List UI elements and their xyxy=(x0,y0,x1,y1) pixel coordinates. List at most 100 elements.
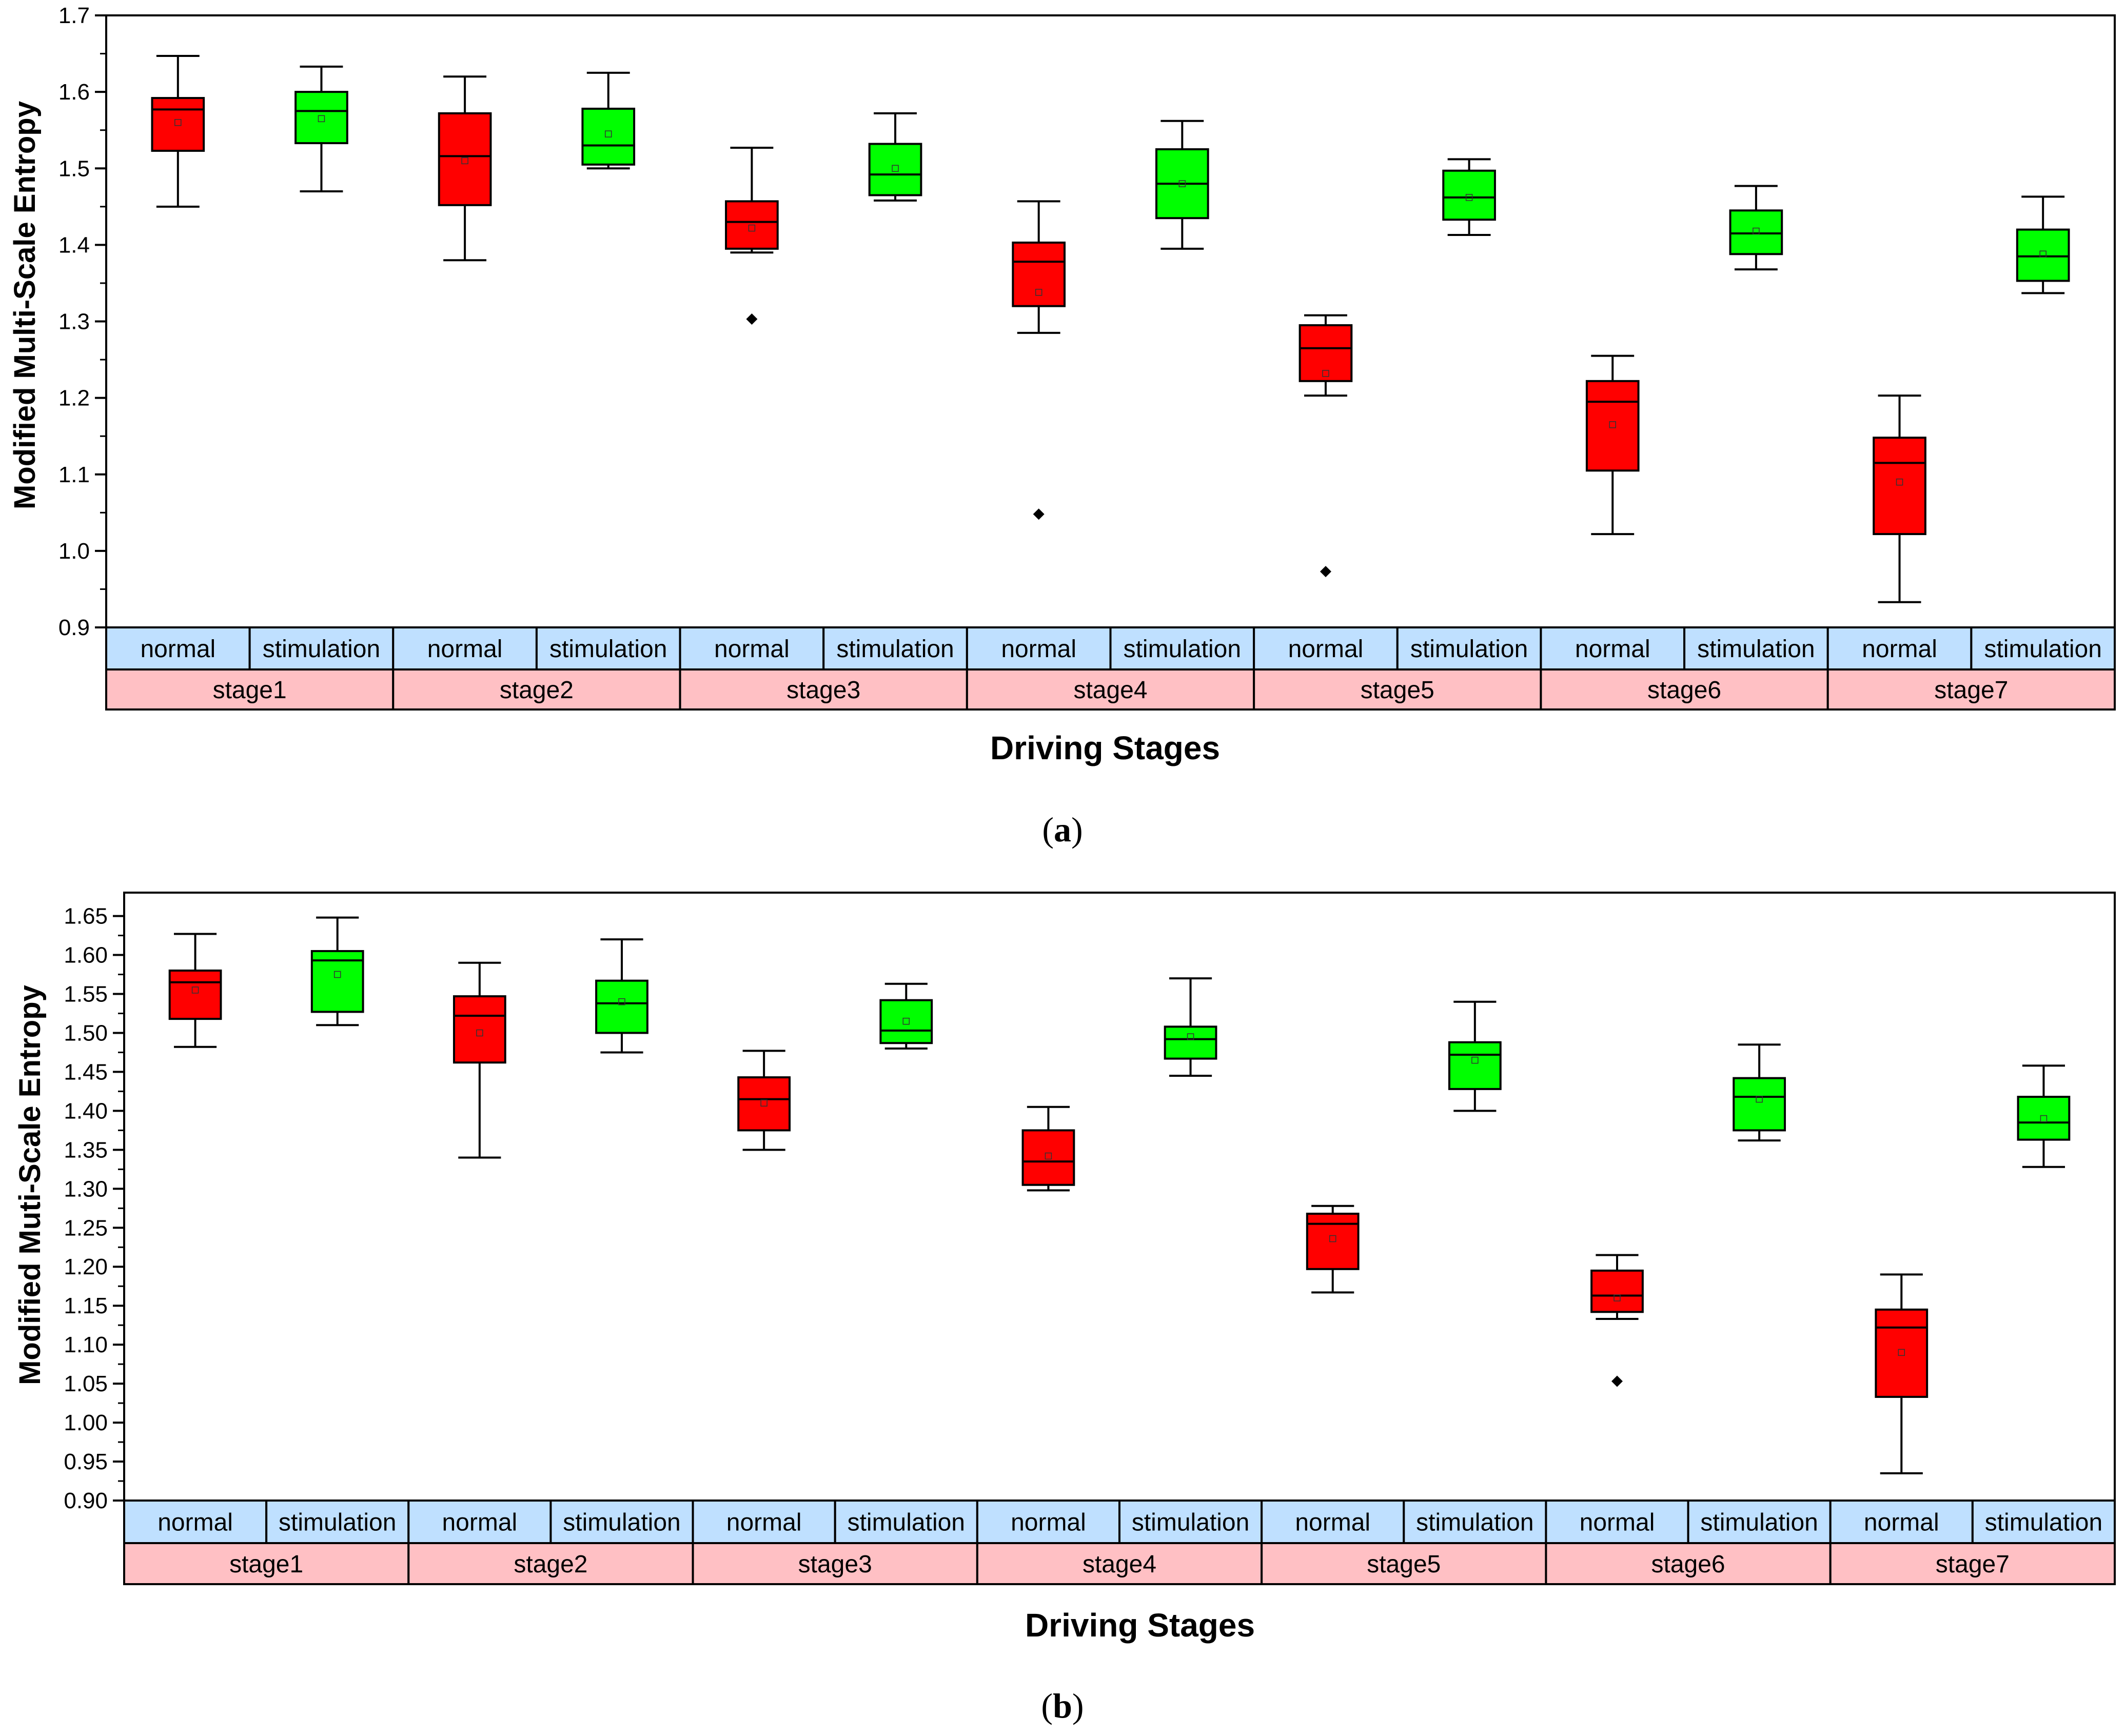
panel-a-group-label-normal: normal xyxy=(427,636,503,663)
panel-b-stage-cell xyxy=(123,1542,410,1585)
panel-b-group-label-normal: normal xyxy=(442,1509,517,1536)
panel-a-stage-cell xyxy=(679,668,968,711)
panel-a-plot-area xyxy=(105,14,2116,628)
panel-b-box-body xyxy=(879,999,933,1044)
panel-b-y-tick-label: 1.30 xyxy=(64,1176,108,1201)
panel-a-stage-cell xyxy=(105,668,395,711)
panel-b-group-label-normal: normal xyxy=(1011,1509,1086,1536)
panel-b-box-stimulation-stage7 xyxy=(2017,1064,2071,1168)
panel-a-caption-letter: a xyxy=(1054,810,1071,849)
panel-b-plot-area xyxy=(123,892,2116,1502)
panel-b-y-tick-label: 0.90 xyxy=(64,1488,108,1513)
panel-b-mean-marker xyxy=(1756,1095,1763,1103)
panel-b-y-tick-label: 0.95 xyxy=(64,1449,108,1474)
panel-a-group-label-stimulation: stimulation xyxy=(1410,636,1528,663)
panel-b-group-label-normal: normal xyxy=(1864,1509,1939,1536)
panel-a-stage-cell xyxy=(1540,668,1829,711)
panel-a-y-tick-label: 1.0 xyxy=(58,539,90,564)
panel-b-box-stimulation-stage5 xyxy=(1448,1000,1502,1112)
panel-b-group-cell xyxy=(549,1500,694,1544)
panel-a-box-body xyxy=(294,91,348,145)
panel-b-box-body xyxy=(1590,1269,1644,1313)
panel-b-box-stimulation-stage4 xyxy=(1164,977,1217,1077)
panel-b-box-body xyxy=(168,969,222,1020)
panel-a-boxes xyxy=(151,55,2070,603)
panel-b-y-tick-label: 1.55 xyxy=(64,982,108,1007)
panel-b: 0.90 0.95 1.00 1.05 1.10 1.15 1.20 1.25 1.30 1.35… xyxy=(13,892,2116,1725)
panel-a-box-stimulation-stage6 xyxy=(1729,185,1783,271)
panel-b-box-normal-stage4 xyxy=(1021,1106,1075,1192)
panel-a-group-label-stimulation: stimulation xyxy=(1124,636,1241,663)
panel-b-box-body xyxy=(1875,1308,1929,1398)
panel-b-box-stimulation-stage3 xyxy=(879,982,933,1050)
panel-a-box-body xyxy=(151,97,205,152)
panel-b-y-tick-label: 1.05 xyxy=(64,1371,108,1396)
panel-a-stage-label-stage4: stage4 xyxy=(1073,677,1147,704)
panel-a-box-stimulation-stage1 xyxy=(294,65,348,192)
panel-b-box-normal-stage1 xyxy=(168,933,222,1048)
panel-a-box-body xyxy=(1442,169,1496,221)
panel-b-y-tick-label: 1.25 xyxy=(64,1215,108,1240)
panel-b-group-label-normal: normal xyxy=(1295,1509,1370,1536)
panel-a-y-tick-label: 1.2 xyxy=(58,386,90,411)
panel-a-group-label-normal: normal xyxy=(1862,636,1937,663)
panel-a-box-stimulation-stage2 xyxy=(581,71,636,170)
panel-a-group-cell xyxy=(535,626,681,670)
panel-b-stage-label-stage3: stage3 xyxy=(798,1551,872,1578)
panel-b-mean-marker xyxy=(1614,1294,1621,1301)
panel-a-stage-cell xyxy=(1253,668,1542,711)
panel-a-group-label-stimulation: stimulation xyxy=(549,636,667,663)
panel-b-stage-label-stage2: stage2 xyxy=(514,1551,587,1578)
panel-b-group-label-stimulation: stimulation xyxy=(1416,1509,1533,1536)
panel-a-outlier-point xyxy=(1320,566,1331,578)
panel-b-stage-label-stage5: stage5 xyxy=(1367,1551,1441,1578)
panel-a-group-cell xyxy=(1826,626,1973,670)
panel-b-mean-marker xyxy=(191,987,199,994)
panel-b-x-axis-title: Driving Stages xyxy=(1025,1607,1255,1644)
panel-a-box-body xyxy=(1298,324,1353,382)
panel-b-mean-marker xyxy=(760,1099,768,1107)
panel-a-caption-open: ( xyxy=(1042,810,1054,849)
panel-a-group-cell xyxy=(1109,626,1255,670)
panel-a-y-tick-label: 1.3 xyxy=(58,309,90,334)
panel-a-mean-marker xyxy=(1322,370,1329,377)
panel-b-mean-marker xyxy=(1045,1152,1052,1160)
panel-a-group-cell xyxy=(1540,626,1686,670)
panel-b-mean-marker xyxy=(1471,1056,1479,1064)
panel-a-box-body xyxy=(438,112,492,206)
panel-b-y-tick-label: 1.10 xyxy=(64,1332,108,1357)
panel-a-outlier-point xyxy=(746,313,758,325)
panel-b-group-label-normal: normal xyxy=(158,1509,233,1536)
panel-b-y-tick-label: 1.20 xyxy=(64,1254,108,1279)
panel-b-stage-cell xyxy=(1545,1542,1832,1585)
panel-a-box-body xyxy=(868,143,922,196)
panel-a-mean-marker xyxy=(1035,289,1042,296)
panel-a-group-label-normal: normal xyxy=(714,636,790,663)
panel-b-group-label-normal: normal xyxy=(1580,1509,1655,1536)
panel-a-group-label-normal: normal xyxy=(1288,636,1364,663)
panel-a-caption: (a) xyxy=(1042,810,1083,849)
panel-a-mean-marker xyxy=(748,224,756,232)
panel-a-group-cell xyxy=(392,626,538,670)
panel-b-caption-close: ) xyxy=(1072,1686,1084,1725)
panel-a-group-cell xyxy=(1396,626,1542,670)
panel-a-group-cell xyxy=(1970,626,2116,670)
panel-a-mean-marker xyxy=(1178,180,1186,187)
panel-a: 0.9 1.0 1.1 1.2 1.3 1.4 1.5 1.6 1.7 normal stimul… xyxy=(8,3,2116,849)
panel-a-box-stimulation-stage7 xyxy=(2016,195,2070,294)
panel-a-box-stimulation-stage5 xyxy=(1442,158,1496,236)
panel-b-mean-marker xyxy=(1187,1033,1194,1040)
panel-a-box-normal-stage5 xyxy=(1298,314,1353,578)
panel-b-box-body xyxy=(737,1076,791,1132)
panel-b-group-cell xyxy=(1971,1500,2116,1544)
panel-a-box-normal-stage6 xyxy=(1585,354,1640,536)
panel-a-mean-marker xyxy=(174,119,182,126)
panel-a-y-tick-label: 0.9 xyxy=(58,615,90,640)
panel-b-box-body xyxy=(2017,1096,2071,1141)
panel-b-category-bands: normal stimulation stage1 normal stimulation… xyxy=(123,1500,2116,1585)
panel-b-stage-cell xyxy=(1261,1542,1547,1585)
panel-b-boxes xyxy=(168,916,2071,1474)
panel-a-box-body xyxy=(1873,437,1926,536)
panel-a-mean-marker xyxy=(461,157,468,165)
